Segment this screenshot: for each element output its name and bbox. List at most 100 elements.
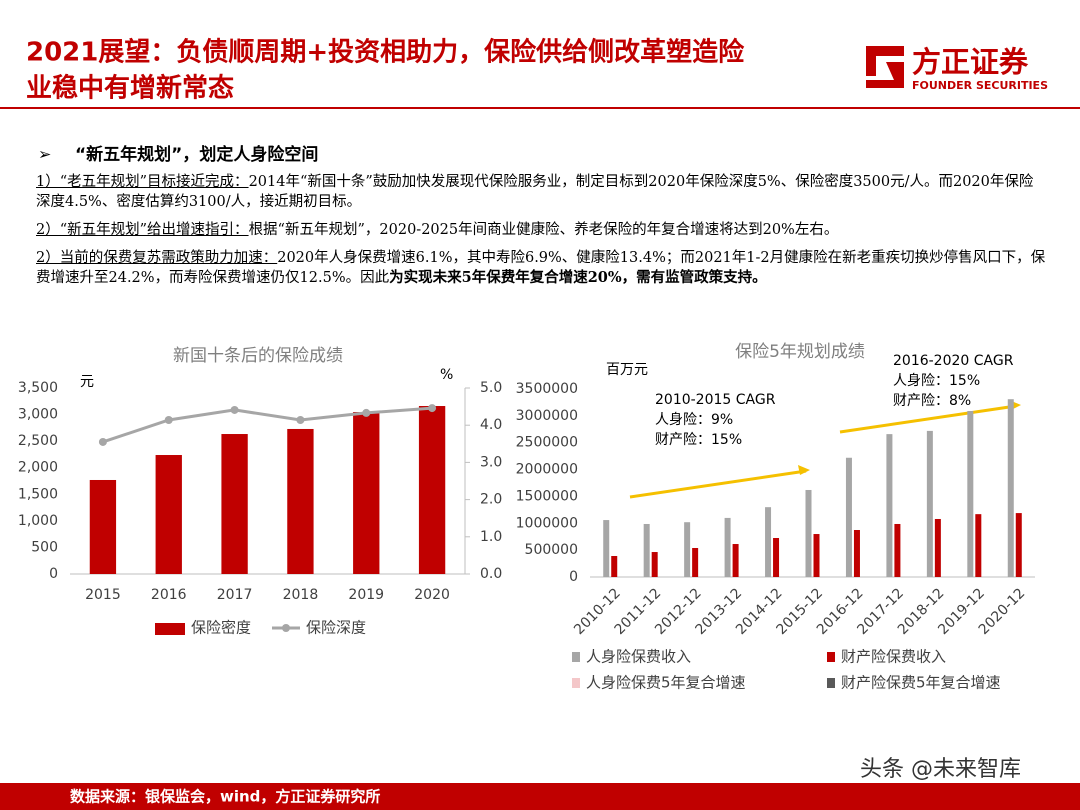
watermark: 头条 @未来智库 xyxy=(860,757,1021,782)
y-tick-label: 500 xyxy=(31,539,58,555)
annotation: 人身险：9% xyxy=(655,412,733,428)
legend-label: 保险密度 xyxy=(191,619,251,637)
paragraph-body: 2020年人身保费增速6.1%，其中寿险6.9%、健康险13.4%；而2021年… xyxy=(36,250,1046,286)
y-tick-label: 1,500 xyxy=(18,486,58,502)
bullet-marker: ➢ xyxy=(38,145,51,164)
paragraph-lead: 2）“新五年规划”给出增速指引： xyxy=(36,222,249,238)
x-tick-label: 2019 xyxy=(348,587,384,603)
bar xyxy=(692,547,699,577)
y-tick-label: 2500000 xyxy=(516,435,578,451)
y-tick-label: 500000 xyxy=(525,542,578,558)
bar xyxy=(1015,513,1022,577)
bar xyxy=(886,434,893,577)
y-tick-label: 3500000 xyxy=(516,381,578,397)
y-tick-label: 0 xyxy=(49,566,58,582)
footer-band xyxy=(0,783,1080,810)
legend-swatch xyxy=(827,652,835,662)
bar xyxy=(684,522,691,577)
y2-tick-label: 4.0 xyxy=(480,417,502,433)
bar xyxy=(732,544,739,577)
bar xyxy=(967,411,974,577)
y2-tick-label: 3.0 xyxy=(480,454,502,470)
y-tick-label: 1500000 xyxy=(516,488,578,504)
chart-title: 保险5年规划成绩 xyxy=(735,342,865,362)
legend-label: 财产险保费5年复合增速 xyxy=(841,674,1001,692)
bar xyxy=(805,489,812,577)
y2-tick-label: 2.0 xyxy=(480,492,502,508)
x-tick-label: 2020 xyxy=(414,587,450,603)
bar xyxy=(651,552,658,577)
bar xyxy=(1007,399,1014,577)
y-tick-label: 2000000 xyxy=(516,462,578,478)
legend-label: 财产险保费收入 xyxy=(841,648,946,666)
paragraph-bold: 为实现未来5年保费年复合增速20%，需有监管政策支持。 xyxy=(389,269,767,286)
legend-swatch xyxy=(572,652,580,662)
legend-swatch xyxy=(827,678,835,688)
annotation: 2010-2015 CAGR xyxy=(655,392,776,408)
paragraph-body: 根据“新五年规划”，2020-2025年间商业健康险、养老保险的年复合增速将达到… xyxy=(248,222,839,238)
logo-text: 方正证券 xyxy=(912,45,1029,79)
chart-title: 新国十条后的保险成绩 xyxy=(173,346,343,366)
y-tick-label: 2,500 xyxy=(18,433,58,449)
trend-arrow xyxy=(629,469,807,499)
logo-en: FOUNDER SECURITIES xyxy=(912,79,1048,92)
legend-label: 人身险保费5年复合增速 xyxy=(586,674,746,692)
y2-tick-label: 5.0 xyxy=(480,380,502,396)
paragraph-lead: 2）当前的保费复苏需政策助力加速： xyxy=(36,250,278,266)
y-tick-label: 0 xyxy=(569,569,578,585)
bar xyxy=(287,428,314,574)
bar xyxy=(643,523,650,577)
logo-mark xyxy=(866,46,904,88)
bar xyxy=(813,534,820,577)
x-tick-label: 2017 xyxy=(217,587,253,603)
bar xyxy=(894,523,901,577)
trend-arrow xyxy=(839,404,1017,434)
annotation: 财产险：15% xyxy=(655,432,742,448)
y-tick-label: 1000000 xyxy=(516,515,578,531)
legend-label: 人身险保费收入 xyxy=(586,648,691,666)
y2-tick-label: 0.0 xyxy=(480,566,502,582)
bar xyxy=(845,457,852,577)
y-tick-label: 1,000 xyxy=(18,513,58,529)
y-tick-label: 2,000 xyxy=(18,460,58,476)
line-point xyxy=(428,404,437,413)
bar xyxy=(89,479,117,574)
bar xyxy=(853,530,860,577)
paragraph: 1）“老五年规划”目标接近完成：2014年“新国十条”鼓励加快发展现代保险服务业… xyxy=(36,172,1046,212)
x-tick-label: 2016 xyxy=(151,587,187,603)
title-line: 2021展望：负债顺周期+投资相助力，保险供给侧改革塑造险 xyxy=(26,37,745,68)
y2-tick-label: 1.0 xyxy=(480,529,502,545)
paragraph: 2）当前的保费复苏需政策助力加速：2020年人身保费增速6.1%，其中寿险6.9… xyxy=(36,248,1046,288)
bar xyxy=(418,406,446,574)
line-point xyxy=(98,437,107,446)
footer-source: 数据来源：银保监会，wind，方正证券研究所 xyxy=(70,788,380,806)
bar xyxy=(934,518,941,577)
bar xyxy=(724,517,731,577)
legend-label: 保险深度 xyxy=(306,619,366,637)
paragraph: 2）“新五年规划”给出增速指引：根据“新五年规划”，2020-2025年间商业健… xyxy=(36,220,1046,240)
y-tick-label: 3,500 xyxy=(18,380,58,396)
legend-swatch xyxy=(155,623,185,635)
bar xyxy=(926,430,933,577)
arrow-head xyxy=(798,465,810,475)
paragraphs: 1）“老五年规划”目标接近完成：2014年“新国十条”鼓励加快发展现代保险服务业… xyxy=(36,172,1046,296)
title-line: 业稳中有增新常态 xyxy=(26,73,234,104)
bar xyxy=(603,520,610,577)
annotation: 2016-2020 CAGR xyxy=(893,353,1014,369)
annotation: 财产险：8% xyxy=(893,393,971,409)
bar xyxy=(611,555,618,577)
line-point xyxy=(164,415,173,424)
legend-swatch xyxy=(282,624,290,632)
bar xyxy=(221,434,248,574)
paragraph-lead: 1）“老五年规划”目标接近完成： xyxy=(36,174,249,190)
header-rule xyxy=(0,107,1080,109)
x-tick-label: 2015 xyxy=(85,587,121,603)
bar xyxy=(773,538,780,577)
bar xyxy=(975,514,982,577)
line-point xyxy=(296,415,305,424)
y2-axis-label: % xyxy=(440,367,453,383)
x-tick-label: 2018 xyxy=(283,587,319,603)
line-point xyxy=(230,405,239,414)
